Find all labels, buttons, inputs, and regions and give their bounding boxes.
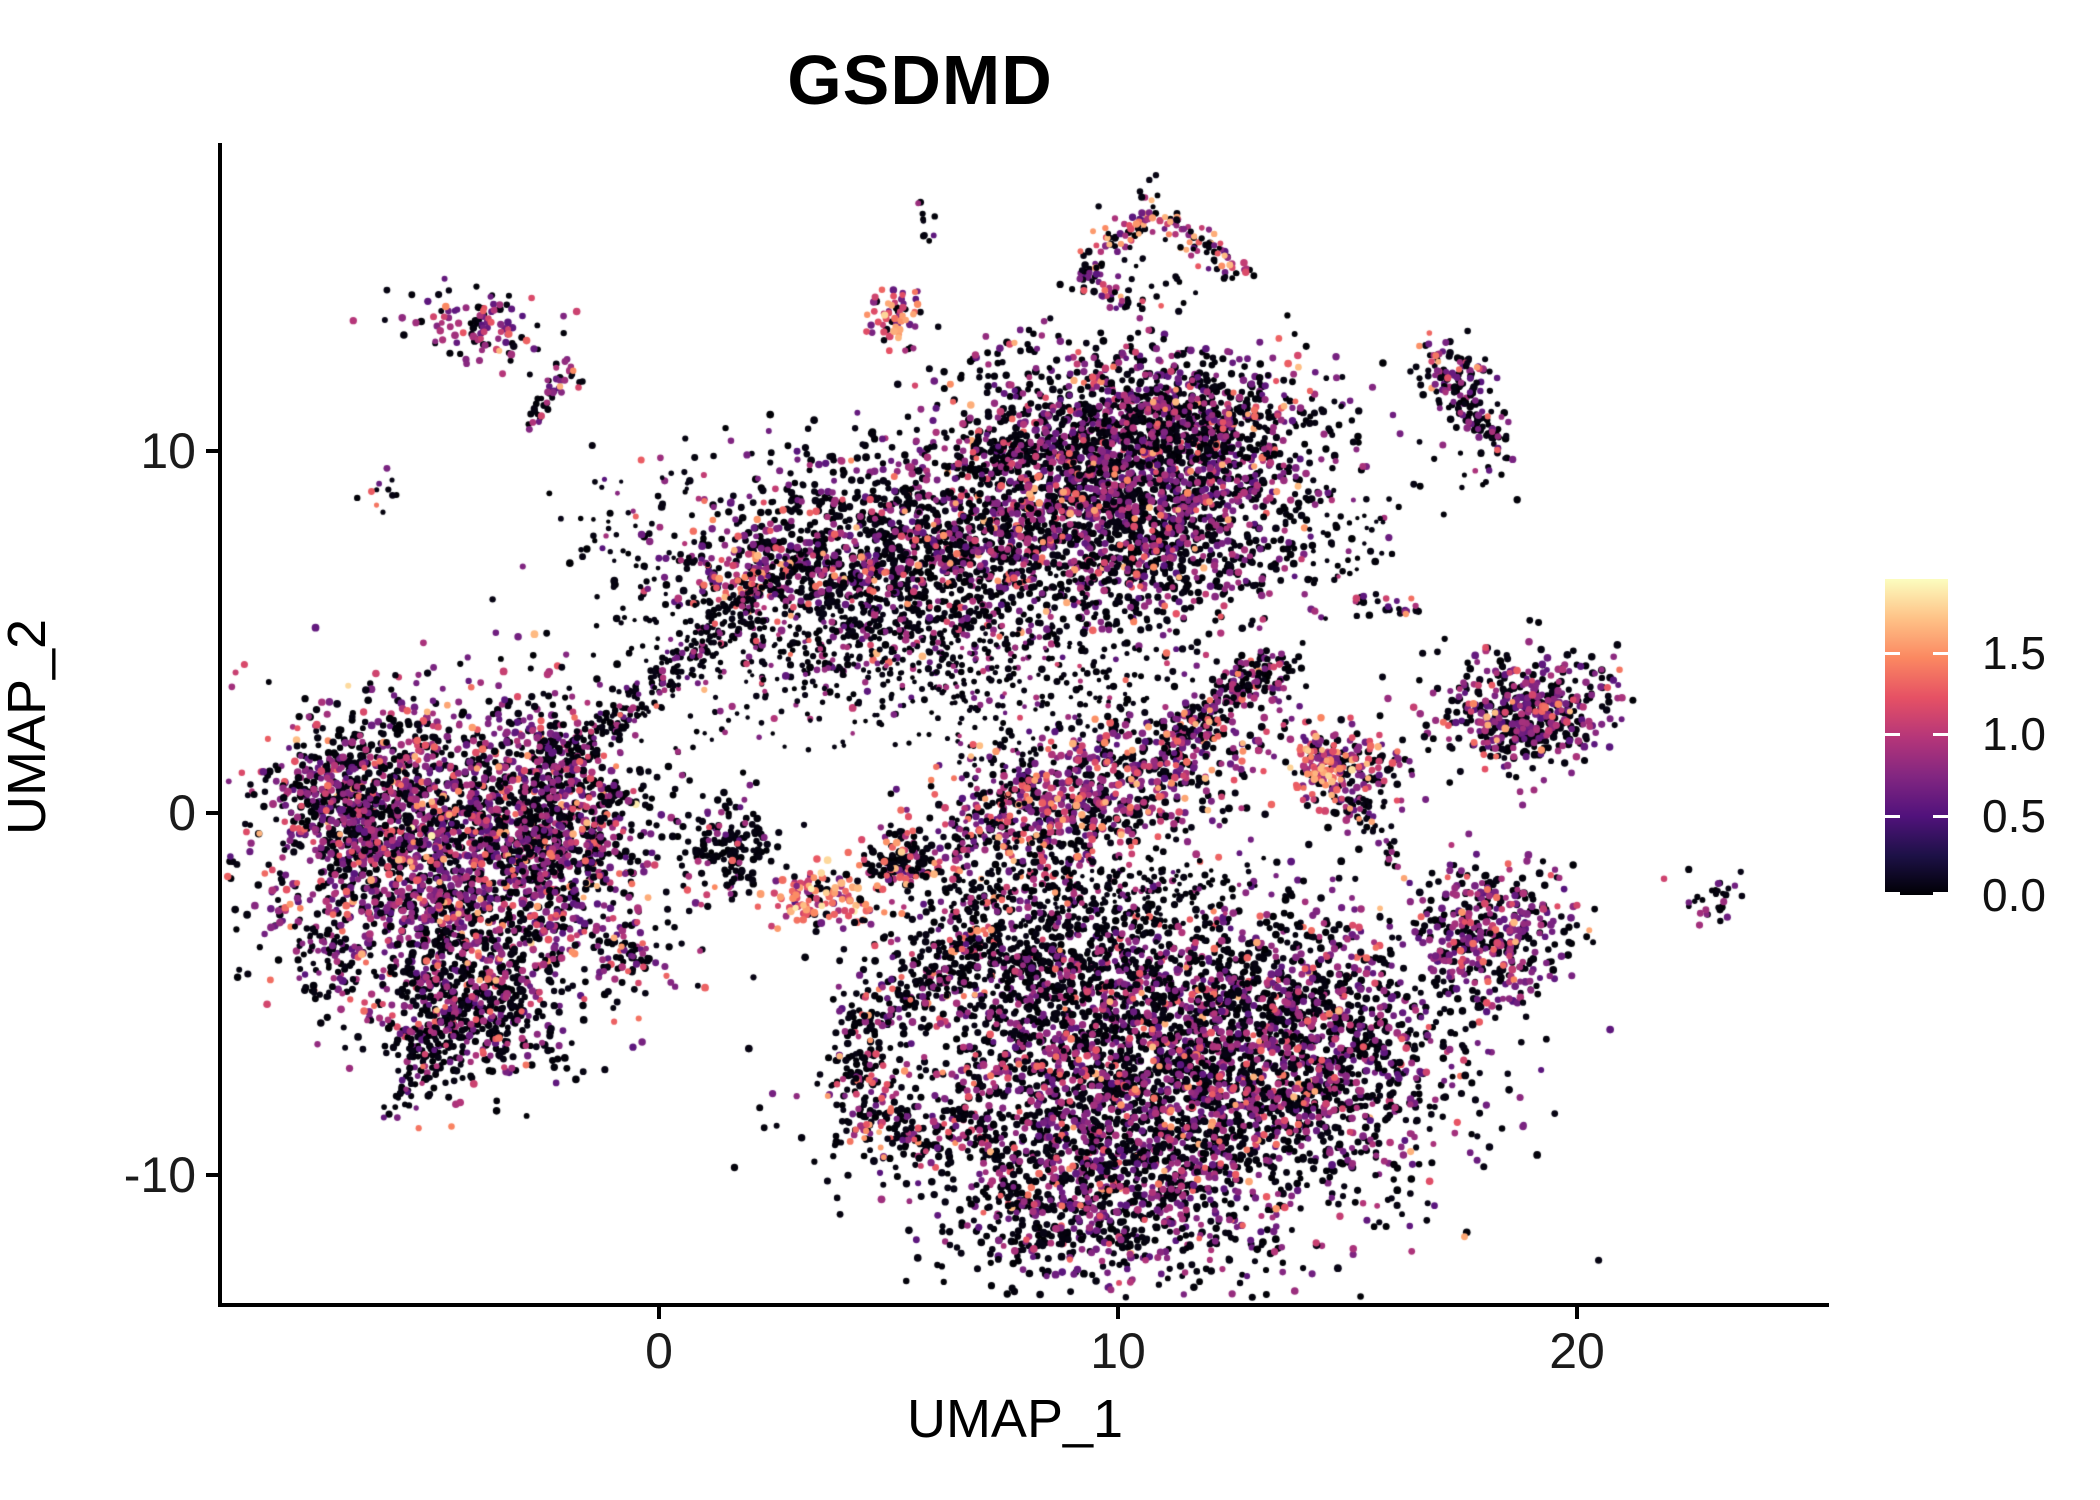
- y-tick-label: 10: [140, 423, 196, 479]
- legend-tick-mark: [1933, 815, 1948, 818]
- y-axis-line: [218, 143, 222, 1307]
- legend-tick-mark: [1885, 652, 1900, 655]
- x-tick-label: 10: [1090, 1323, 1146, 1379]
- y-tick-mark: [206, 449, 218, 453]
- legend-tick-mark: [1933, 652, 1948, 655]
- x-axis-title: UMAP_1: [906, 1389, 1124, 1449]
- legend-tick-label: 1.0: [1982, 708, 2046, 760]
- y-tick-label: 0: [168, 785, 196, 841]
- y-tick-mark: [206, 811, 218, 815]
- y-axis-title: UMAP_2: [0, 618, 57, 836]
- x-tick-mark: [1575, 1307, 1579, 1319]
- legend-tick-mark: [1933, 892, 1948, 895]
- colorbar: [1885, 579, 1948, 895]
- y-tick-label: -10: [123, 1147, 196, 1203]
- x-tick-mark: [657, 1307, 661, 1319]
- plot-title: GSDMD: [787, 41, 1053, 119]
- legend-tick-label: 1.5: [1982, 627, 2046, 679]
- x-tick-label: 0: [645, 1323, 673, 1379]
- legend-tick-label: 0.5: [1982, 790, 2046, 842]
- legend-tick-label: 0.0: [1982, 869, 2046, 921]
- x-tick-label: 20: [1549, 1323, 1605, 1379]
- legend-tick-mark: [1885, 892, 1900, 895]
- x-axis-line: [218, 1303, 1829, 1307]
- legend-tick-mark: [1933, 733, 1948, 736]
- x-tick-mark: [1116, 1307, 1120, 1319]
- legend-tick-mark: [1885, 733, 1900, 736]
- y-tick-mark: [206, 1173, 218, 1177]
- legend-tick-mark: [1885, 815, 1900, 818]
